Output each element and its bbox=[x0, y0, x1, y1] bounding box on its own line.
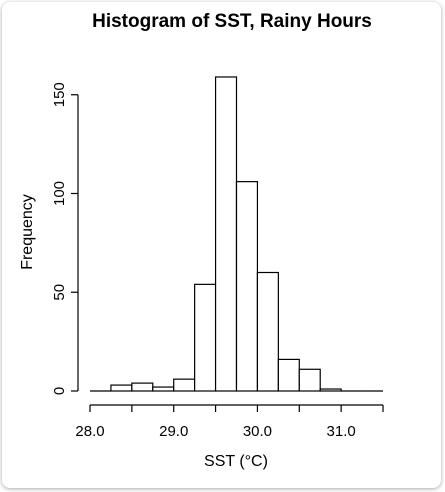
histogram-bar bbox=[173, 378, 196, 392]
y-tick-label: 50 bbox=[51, 284, 68, 301]
histogram-bar bbox=[152, 386, 175, 392]
y-axis: 0 50 100 150 bbox=[51, 82, 79, 395]
histogram-bar bbox=[110, 384, 133, 392]
histogram-bar bbox=[131, 382, 154, 392]
x-axis-title: SST (°C) bbox=[204, 453, 268, 470]
histogram-bar bbox=[319, 388, 342, 392]
y-axis-title: Frequency bbox=[19, 194, 36, 270]
y-tick-label: 0 bbox=[51, 387, 68, 395]
histogram-bar bbox=[298, 368, 321, 392]
x-tick-label: 30.0 bbox=[243, 423, 272, 440]
x-tick-label: 29.0 bbox=[159, 423, 188, 440]
histogram-bar bbox=[256, 271, 279, 392]
histogram-bar bbox=[277, 358, 300, 392]
x-tick-label: 31.0 bbox=[327, 423, 356, 440]
chart-title: Histogram of SST, Rainy Hours bbox=[92, 11, 372, 32]
x-tick-label: 28.0 bbox=[75, 423, 104, 440]
bars bbox=[90, 76, 383, 392]
histogram-bar bbox=[194, 283, 217, 392]
histogram-bar bbox=[214, 76, 238, 392]
y-tick-label: 150 bbox=[51, 82, 68, 107]
x-axis: 28.0 29.0 30.0 31.0 bbox=[75, 404, 384, 440]
y-tick-label: 100 bbox=[51, 181, 68, 206]
histogram-bar bbox=[235, 181, 259, 392]
